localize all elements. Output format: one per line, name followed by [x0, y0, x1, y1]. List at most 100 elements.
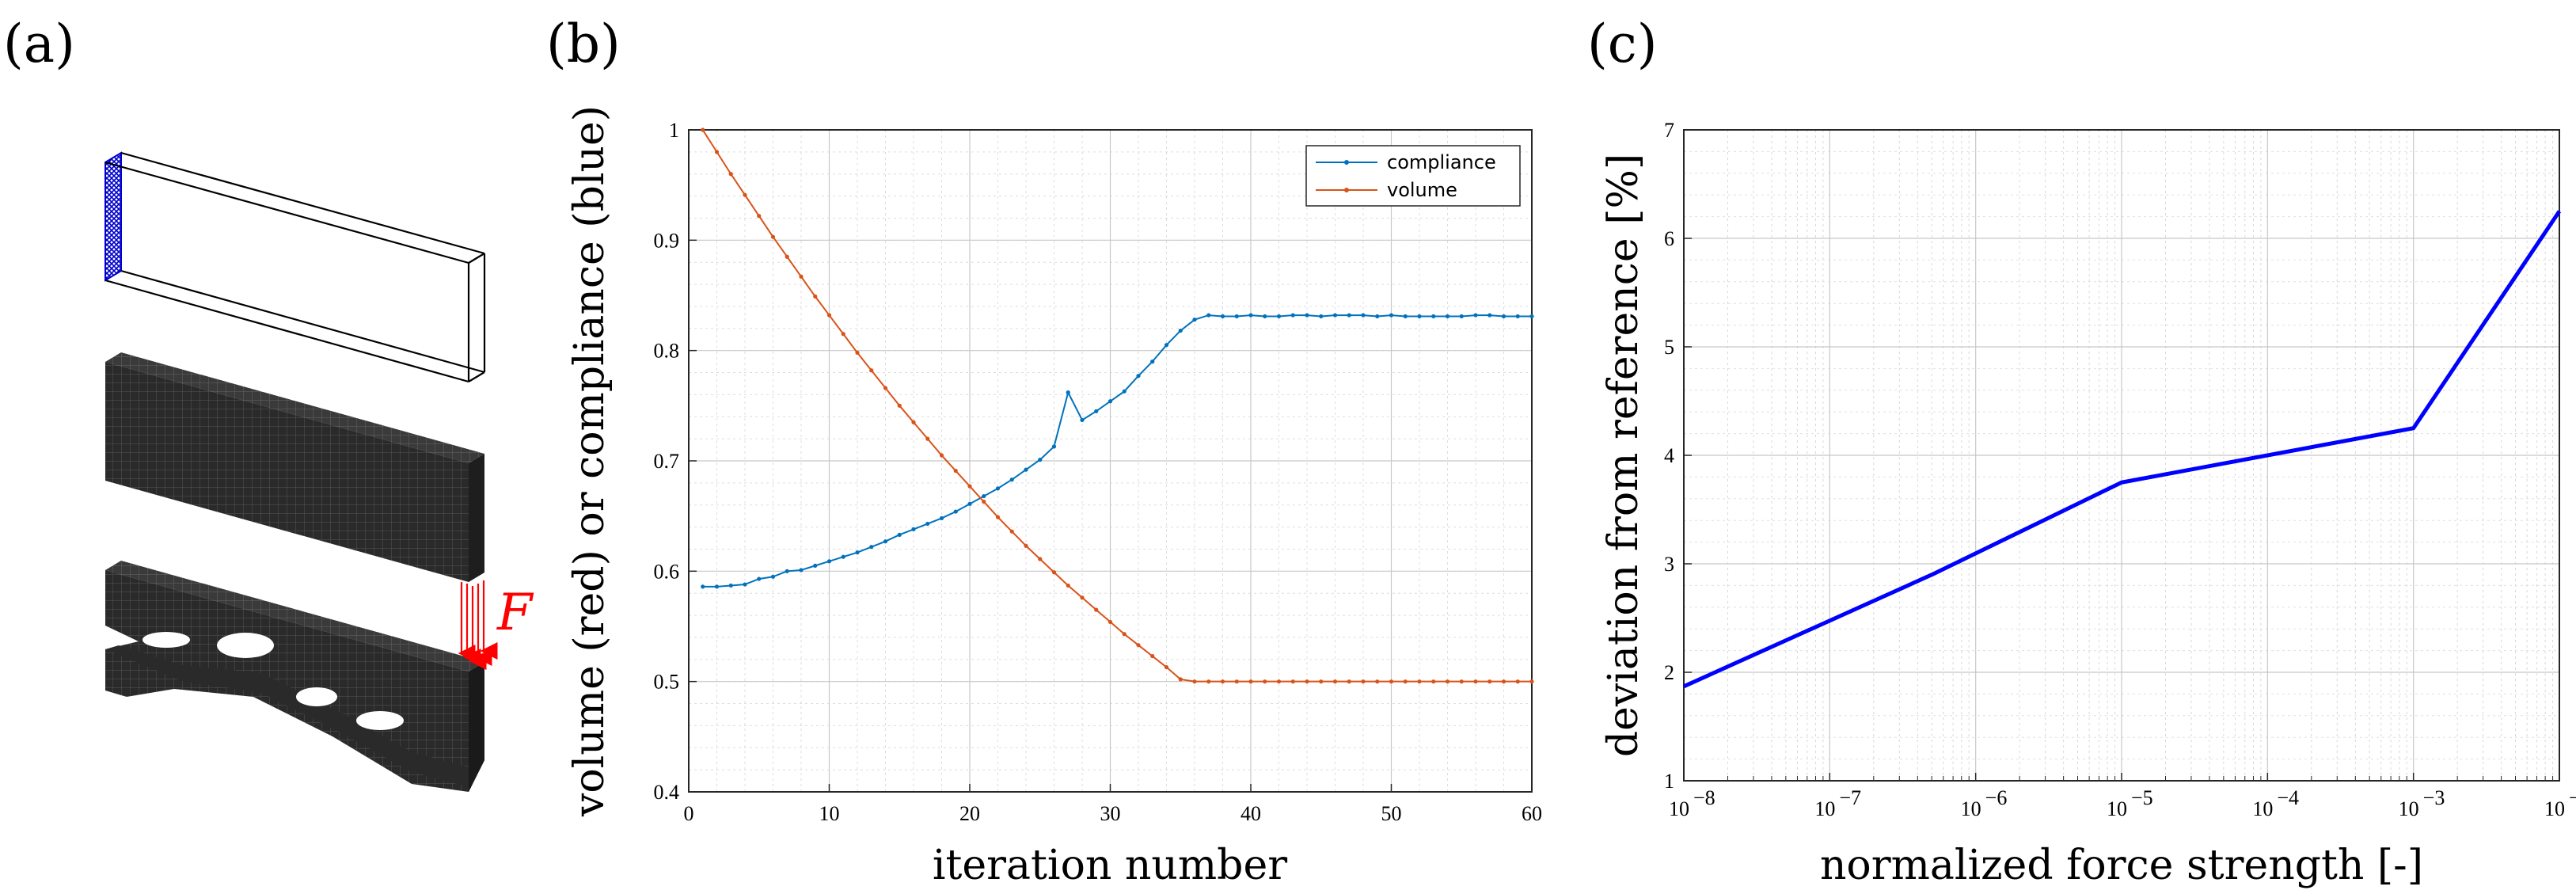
data-point-volume [1080, 595, 1085, 600]
data-point-volume [1150, 654, 1155, 659]
x-tick-label: 50 [1381, 802, 1402, 825]
y-tick-label: 0.6 [654, 560, 680, 583]
x-tick-exponent: −6 [1985, 786, 2008, 809]
chart-b-series [701, 127, 1534, 684]
data-point-volume [911, 420, 916, 424]
chart-b-ylabel: volume (red) or compliance (blue) [566, 105, 614, 817]
data-point-compliance [883, 539, 888, 544]
data-point-volume [1347, 679, 1351, 684]
data-point-compliance [1066, 390, 1070, 395]
chart-c-grid [1683, 129, 2560, 782]
x-tick-label: 40 [1241, 802, 1261, 825]
data-point-compliance [911, 527, 916, 531]
panel-label-a: (a) [3, 13, 75, 74]
data-point-compliance [855, 550, 860, 555]
data-point-compliance [1038, 458, 1043, 462]
chart-c: 10−810−710−610−510−410−310−21234567 norm… [1600, 119, 2576, 889]
x-tick-label: 10 [1669, 797, 1689, 820]
data-point-compliance [1080, 417, 1085, 423]
data-point-volume [1248, 679, 1253, 684]
data-point-compliance [743, 582, 747, 587]
data-point-volume [757, 214, 762, 219]
data-point-volume [1515, 679, 1520, 684]
y-tick-label: 0.9 [654, 229, 680, 252]
data-point-compliance [925, 521, 930, 527]
data-point-compliance [1009, 477, 1014, 482]
data-point-volume [1192, 679, 1197, 684]
data-point-volume [1220, 679, 1225, 684]
data-point-compliance [1361, 313, 1366, 318]
data-point-volume [967, 484, 972, 489]
data-point-compliance [1347, 313, 1351, 318]
data-point-compliance [1024, 467, 1028, 472]
data-point-volume [1459, 679, 1464, 684]
data-point-volume [1431, 679, 1436, 684]
x-tick-exponent: −4 [2277, 786, 2299, 809]
data-point-volume [1051, 570, 1057, 575]
data-point-compliance [1220, 314, 1225, 319]
data-point-compliance [1094, 409, 1099, 413]
data-point-volume [743, 192, 747, 197]
data-point-volume [1206, 679, 1211, 684]
data-point-compliance [1319, 314, 1324, 319]
force-label: F [496, 584, 534, 642]
y-tick-label: 0.5 [654, 671, 680, 694]
y-tick-label: 0.4 [654, 781, 680, 804]
x-tick-label: 10 [819, 802, 840, 825]
data-point-compliance [1473, 313, 1478, 318]
y-tick-label: 4 [1664, 444, 1674, 467]
chart-b-xlabel: iteration number [933, 842, 1287, 889]
data-point-compliance [1122, 389, 1127, 394]
data-point-compliance [995, 486, 1001, 491]
data-point-compliance [1150, 360, 1155, 364]
data-point-volume [1403, 679, 1408, 684]
data-point-compliance [1206, 313, 1211, 318]
data-point-volume [953, 468, 958, 474]
data-point-compliance [813, 563, 818, 568]
data-point-volume [799, 274, 804, 279]
data-point-compliance [1501, 314, 1506, 319]
x-tick-label: 10 [2252, 797, 2273, 820]
data-point-volume [841, 332, 845, 337]
data-point-compliance [1192, 318, 1197, 322]
data-point-compliance [770, 574, 776, 579]
data-point-volume [1417, 679, 1422, 684]
data-point-volume [1501, 679, 1506, 684]
panel-label-b: (b) [546, 13, 621, 74]
data-point-compliance [1459, 314, 1464, 319]
x-tick-label: 10 [1961, 797, 1981, 820]
chart-b-legend: compliance volume [1305, 145, 1521, 207]
full-voxel-beam-icon [105, 352, 484, 582]
y-tick-label: 6 [1664, 227, 1674, 250]
x-tick-label: 10 [2544, 797, 2565, 820]
data-point-compliance [1178, 328, 1183, 333]
data-point-volume [1009, 529, 1014, 534]
data-point-volume [826, 313, 832, 318]
data-point-volume [1024, 543, 1028, 548]
data-point-compliance [728, 583, 733, 588]
data-point-volume [813, 294, 818, 299]
data-point-volume [1473, 679, 1478, 684]
data-point-compliance [1234, 314, 1239, 319]
data-point-volume [1038, 557, 1043, 561]
data-point-volume [1529, 679, 1534, 684]
data-point-volume [855, 350, 860, 356]
data-point-compliance [939, 515, 944, 521]
data-point-volume [982, 499, 986, 504]
data-point-compliance [1445, 314, 1450, 319]
series-line-volume [701, 129, 1532, 683]
data-point-volume [1290, 679, 1295, 684]
x-tick-label: 10 [2399, 797, 2419, 820]
data-point-compliance [1332, 313, 1338, 318]
data-point-compliance [897, 532, 902, 537]
data-point-compliance [841, 554, 845, 559]
y-tick-label: 5 [1664, 336, 1674, 359]
y-tick-label: 0.7 [654, 450, 680, 473]
data-point-compliance [1248, 313, 1253, 318]
chart-c-ticks: 10−810−710−610−510−410−310−21234567 [1664, 119, 2576, 820]
data-point-compliance [982, 493, 986, 499]
data-point-compliance [1389, 313, 1394, 318]
y-tick-label: 3 [1664, 553, 1674, 576]
data-point-compliance [701, 584, 705, 589]
